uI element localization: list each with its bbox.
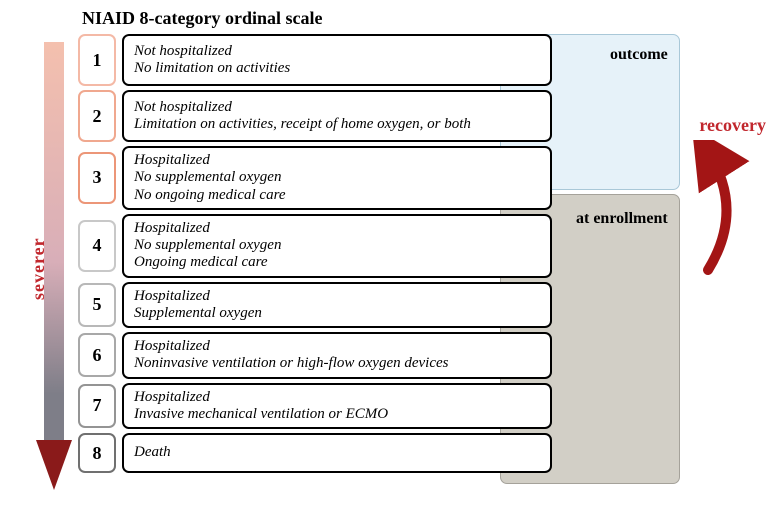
category-row: 4HospitalizedNo supplemental oxygenOngoi…: [78, 214, 552, 278]
description-line: Ongoing medical care: [134, 254, 540, 271]
category-row: 7HospitalizedInvasive mechanical ventila…: [78, 383, 552, 430]
category-description: HospitalizedNo supplemental oxygenOngoin…: [122, 214, 552, 278]
category-row: 8 Death: [78, 433, 552, 473]
category-description: HospitalizedInvasive mechanical ventilat…: [122, 383, 552, 430]
description-line: Invasive mechanical ventilation or ECMO: [134, 406, 540, 423]
category-row: 6HospitalizedNoninvasive ventilation or …: [78, 332, 552, 379]
description-line: Not hospitalized: [134, 43, 540, 60]
recovery-arrow: [690, 140, 750, 280]
description-line: No limitation on activities: [134, 60, 540, 77]
diagram-title: NIAID 8-category ordinal scale: [82, 8, 322, 29]
severer-label: severer: [28, 237, 49, 300]
category-number: 4: [78, 220, 116, 272]
description-line: Not hospitalized: [134, 99, 540, 116]
category-number: 3: [78, 152, 116, 204]
description-line: Hospitalized: [134, 152, 540, 169]
category-description: Not hospitalizedLimitation on activities…: [122, 90, 552, 142]
enrollment-label: at enrollment: [576, 210, 668, 228]
description-line: Hospitalized: [134, 220, 540, 237]
category-description: HospitalizedSupplemental oxygen: [122, 282, 552, 329]
category-description: HospitalizedNo supplemental oxygenNo ong…: [122, 146, 552, 210]
category-number: 6: [78, 333, 116, 377]
description-line: Limitation on activities, receipt of hom…: [134, 116, 540, 133]
category-number: 8: [78, 433, 116, 473]
category-number: 5: [78, 283, 116, 327]
category-number: 7: [78, 384, 116, 428]
description-line: Hospitalized: [134, 389, 540, 406]
description-line: Hospitalized: [134, 338, 540, 355]
description-line: Supplemental oxygen: [134, 305, 540, 322]
category-list: 1Not hospitalizedNo limitation on activi…: [78, 34, 552, 477]
category-row: 3HospitalizedNo supplemental oxygenNo on…: [78, 146, 552, 210]
category-number: 1: [78, 34, 116, 86]
description-line: No supplemental oxygen: [134, 169, 540, 186]
description-line: Hospitalized: [134, 288, 540, 305]
category-row: 2Not hospitalizedLimitation on activitie…: [78, 90, 552, 142]
category-number: 2: [78, 90, 116, 142]
category-row: 5HospitalizedSupplemental oxygen: [78, 282, 552, 329]
category-description: HospitalizedNoninvasive ventilation or h…: [122, 332, 552, 379]
category-description: Death: [122, 433, 552, 473]
description-line: Noninvasive ventilation or high-flow oxy…: [134, 355, 540, 372]
description-line: No supplemental oxygen: [134, 237, 540, 254]
recovery-label: recovery: [699, 115, 766, 136]
category-description: Not hospitalizedNo limitation on activit…: [122, 34, 552, 86]
description-line: No ongoing medical care: [134, 187, 540, 204]
category-row: 1Not hospitalizedNo limitation on activi…: [78, 34, 552, 86]
outcome-label: outcome: [610, 46, 668, 64]
description-line: Death: [134, 444, 540, 461]
